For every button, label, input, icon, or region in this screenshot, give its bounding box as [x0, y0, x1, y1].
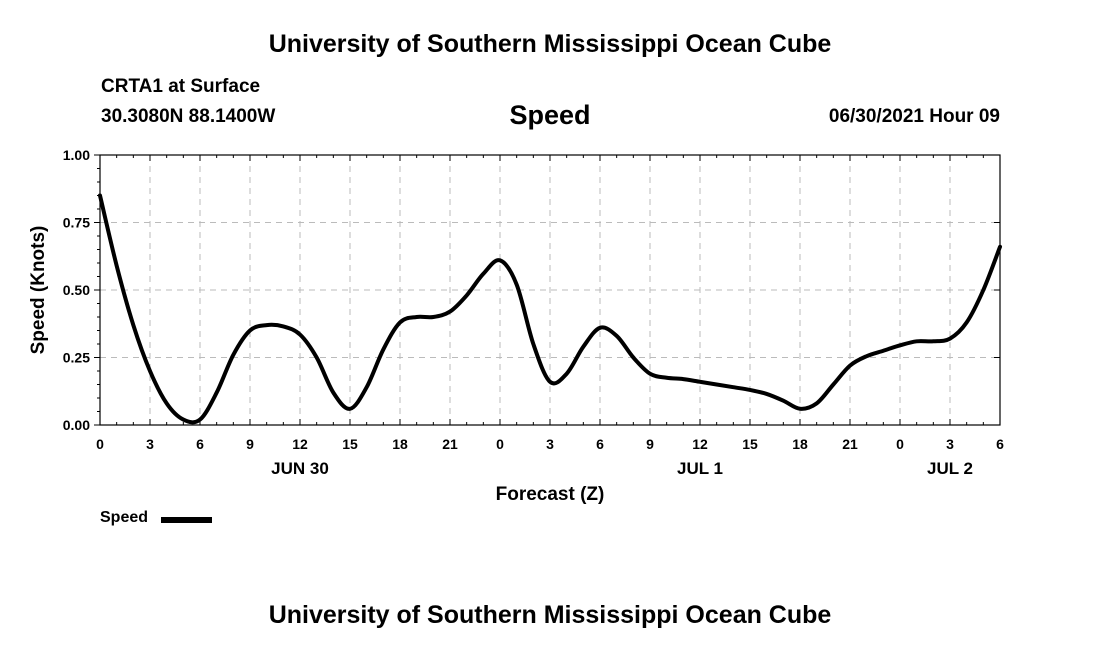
y-tick-label: 0.00 [63, 417, 90, 433]
y-tick-label: 0.25 [63, 350, 90, 366]
date-label: JUL 1 [677, 459, 723, 478]
x-tick-label: 9 [646, 436, 654, 452]
chart-title: Speed [509, 100, 591, 130]
top-title: University of Southern Mississippi Ocean… [268, 30, 832, 58]
x-tick-label: 6 [596, 436, 604, 452]
legend-label: Speed [100, 509, 149, 526]
x-tick-label: 15 [342, 436, 358, 452]
x-tick-label: 0 [96, 436, 104, 452]
y-axis-title: Speed (Knots) [28, 226, 49, 355]
date-label: JUL 2 [927, 459, 973, 478]
x-tick-label: 3 [146, 436, 154, 452]
x-tick-label: 6 [996, 436, 1004, 452]
date-label: JUN 30 [271, 459, 329, 478]
x-axis-title: Forecast (Z) [496, 484, 605, 505]
y-tick-label: 1.00 [63, 147, 90, 163]
y-tick-label: 0.50 [63, 282, 90, 298]
x-tick-label: 9 [246, 436, 254, 452]
x-tick-label: 18 [792, 436, 808, 452]
x-tick-label: 12 [292, 436, 308, 452]
x-tick-label: 21 [842, 436, 858, 452]
station-label: CRTA1 at Surface [101, 76, 261, 97]
x-tick-label: 0 [896, 436, 904, 452]
x-tick-label: 3 [946, 436, 954, 452]
x-tick-label: 0 [496, 436, 504, 452]
x-tick-label: 6 [196, 436, 204, 452]
coordinates-label: 30.3080N 88.1400W [101, 106, 276, 127]
bottom-title: University of Southern Mississippi Ocean… [268, 601, 832, 629]
datetime-label: 06/30/2021 Hour 09 [828, 106, 1000, 127]
legend-line-swatch [161, 517, 212, 523]
y-tick-label: 0.75 [63, 215, 90, 231]
x-tick-label: 18 [392, 436, 408, 452]
x-tick-label: 3 [546, 436, 554, 452]
x-tick-label: 12 [692, 436, 708, 452]
series-line-speed [98, 193, 1002, 425]
x-tick-label: 21 [442, 436, 458, 452]
x-tick-label: 15 [742, 436, 758, 452]
